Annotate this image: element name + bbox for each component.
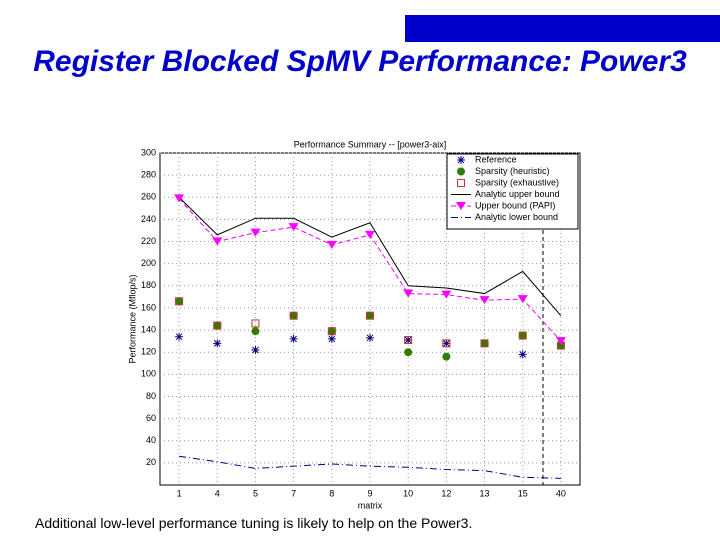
data-point bbox=[442, 339, 451, 348]
y-tick-label: 300 bbox=[141, 147, 156, 157]
data-point bbox=[366, 311, 374, 320]
y-tick-label: 40 bbox=[146, 435, 156, 445]
data-point bbox=[289, 311, 298, 320]
data-point bbox=[403, 289, 414, 298]
data-point bbox=[517, 295, 528, 304]
data-point bbox=[250, 228, 261, 237]
chart-title: Performance Summary -- [power3-aix] bbox=[294, 139, 447, 149]
data-point bbox=[404, 336, 413, 345]
y-tick-label: 60 bbox=[146, 413, 156, 423]
data-point bbox=[175, 297, 184, 306]
y-tick-label: 140 bbox=[141, 324, 156, 334]
y-tick-label: 80 bbox=[146, 391, 156, 401]
data-point bbox=[251, 319, 260, 328]
x-tick-label: 8 bbox=[329, 488, 334, 498]
y-tick-label: 280 bbox=[141, 170, 156, 180]
data-point bbox=[289, 311, 298, 320]
data-point bbox=[289, 334, 298, 343]
data-point bbox=[404, 336, 413, 345]
data-point bbox=[366, 311, 374, 320]
data-point bbox=[442, 339, 451, 348]
y-tick-label: 120 bbox=[141, 347, 156, 357]
data-point bbox=[441, 290, 452, 299]
y-tick-label: 220 bbox=[141, 236, 156, 246]
data-point bbox=[213, 321, 222, 330]
data-point bbox=[251, 327, 260, 336]
legend-box bbox=[446, 153, 579, 230]
x-tick-label: 40 bbox=[556, 488, 566, 498]
series-line bbox=[178, 196, 562, 317]
y-tick-label: 200 bbox=[141, 258, 156, 268]
legend-label: Sparsity (heuristic) bbox=[475, 166, 550, 176]
data-point bbox=[213, 321, 222, 330]
x-tick-label: 1 bbox=[177, 488, 182, 498]
data-point bbox=[175, 297, 184, 306]
data-point bbox=[327, 327, 336, 336]
x-tick-label: 9 bbox=[367, 488, 372, 498]
data-point bbox=[251, 345, 260, 354]
y-tick-label: 20 bbox=[146, 457, 156, 467]
series-line bbox=[179, 455, 561, 479]
data-point bbox=[518, 350, 527, 359]
legend-marker bbox=[457, 179, 465, 187]
data-point bbox=[326, 240, 337, 249]
data-point bbox=[366, 333, 374, 342]
y-axis-label: Performance (Mflop/s) bbox=[127, 274, 137, 363]
legend-label: Analytic upper bound bbox=[475, 189, 560, 199]
data-point bbox=[327, 334, 336, 343]
x-tick-label: 4 bbox=[215, 488, 220, 498]
data-point bbox=[555, 337, 566, 346]
data-point bbox=[556, 341, 565, 350]
x-tick-label: 10 bbox=[403, 488, 413, 498]
header-bar bbox=[405, 15, 720, 42]
legend-label: Sparsity (exhaustive) bbox=[475, 177, 559, 187]
x-tick-label: 5 bbox=[253, 488, 258, 498]
y-tick-label: 240 bbox=[141, 214, 156, 224]
data-point bbox=[174, 194, 185, 203]
x-tick-label: 12 bbox=[441, 488, 451, 498]
x-tick-label: 7 bbox=[291, 488, 296, 498]
data-point bbox=[213, 339, 222, 348]
data-point bbox=[327, 327, 336, 336]
y-tick-label: 260 bbox=[141, 192, 156, 202]
x-tick-label: 15 bbox=[518, 488, 528, 498]
data-point bbox=[442, 352, 451, 361]
x-tick-label: 13 bbox=[480, 488, 490, 498]
data-point bbox=[365, 230, 375, 239]
data-point bbox=[480, 339, 489, 348]
y-tick-label: 100 bbox=[141, 369, 156, 379]
data-point bbox=[212, 237, 223, 246]
y-tick-label: 160 bbox=[141, 302, 156, 312]
x-axis-label: matrix bbox=[358, 500, 383, 510]
legend-label: Analytic lower bound bbox=[475, 212, 558, 222]
legend-marker bbox=[457, 156, 465, 164]
data-point bbox=[288, 223, 299, 232]
legend-marker bbox=[457, 167, 465, 176]
y-tick-label: 180 bbox=[141, 280, 156, 290]
data-point bbox=[480, 339, 489, 348]
data-point bbox=[479, 296, 490, 305]
legend-label: Upper bound (PAPI) bbox=[475, 200, 555, 210]
slide-footer: Additional low-level performance tuning … bbox=[35, 515, 473, 531]
slide-title: Register Blocked SpMV Performance: Power… bbox=[33, 45, 687, 78]
data-point bbox=[518, 331, 527, 340]
legend-marker bbox=[456, 202, 466, 210]
legend-label: Reference bbox=[475, 154, 517, 164]
data-point bbox=[518, 331, 527, 340]
data-point bbox=[175, 332, 184, 341]
data-point bbox=[404, 348, 413, 357]
